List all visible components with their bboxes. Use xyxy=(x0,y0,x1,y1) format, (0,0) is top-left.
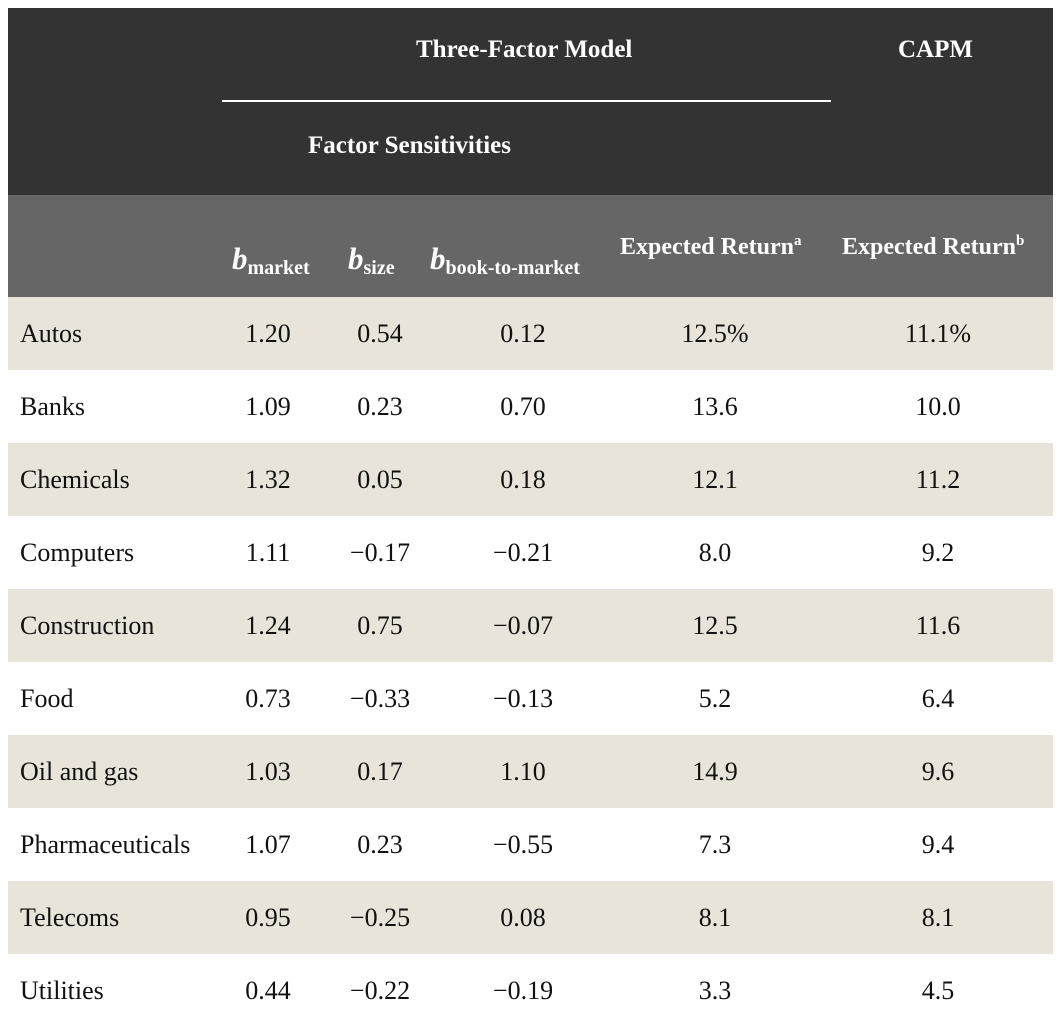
footnote-a: a xyxy=(793,233,802,249)
expected-return-three-factor-cell: 5.2 xyxy=(698,684,732,713)
table-row: Construction 1.24 0.75 −0.07 12.5 11.6 xyxy=(8,589,1053,662)
factor-sensitivities-title: Factor Sensitivities xyxy=(308,132,511,159)
capm-title: CAPM xyxy=(898,36,973,63)
expected-return-three-factor-cell: 14.9 xyxy=(692,757,738,786)
expected-return-capm-cell: 6.4 xyxy=(921,684,955,713)
b-book-to-market-cell: 0.18 xyxy=(500,465,546,494)
b-size-cell: −0.25 xyxy=(349,903,411,932)
table-row: Telecoms 0.95 −0.25 0.08 8.1 8.1 xyxy=(8,881,1053,954)
table-row: Pharmaceuticals 1.07 0.23 −0.55 7.3 9.4 xyxy=(8,808,1053,881)
expected-return-capm-cell: 9.2 xyxy=(921,538,955,567)
b-size-cell: 0.05 xyxy=(357,465,403,494)
expected-return-capm-cell: 8.1 xyxy=(921,903,955,932)
expected-return-three-factor-cell: 8.0 xyxy=(698,538,732,567)
table-group-header: Three-Factor Model CAPM Factor Sensitivi… xyxy=(8,8,1053,195)
group-underline xyxy=(222,100,831,102)
b-book-to-market-cell: 0.12 xyxy=(500,319,546,348)
three-factor-model-title: Three-Factor Model xyxy=(416,36,633,63)
table-row: Computers 1.11 −0.17 −0.21 8.0 9.2 xyxy=(8,516,1053,589)
expected-return-three-factor-cell: 12.5 xyxy=(692,611,738,640)
b-size-cell: 0.23 xyxy=(357,392,403,421)
b-book-to-market-cell: −0.07 xyxy=(492,611,554,640)
b-market-cell: 1.03 xyxy=(245,757,291,786)
b-book-to-market-cell: −0.55 xyxy=(492,830,554,859)
b-book-to-market-cell: 0.08 xyxy=(500,903,546,932)
expected-return-capm-cell: 9.6 xyxy=(921,757,955,786)
expected-return-three-factor-cell: 12.1 xyxy=(692,465,738,494)
b-market-cell: 0.44 xyxy=(245,976,291,1005)
b-size-cell: −0.22 xyxy=(349,976,411,1005)
industry-cell: Telecoms xyxy=(20,903,120,932)
industry-cell: Pharmaceuticals xyxy=(20,830,191,859)
expected-return-capm-cell: 10.0 xyxy=(915,392,961,421)
industry-cell: Oil and gas xyxy=(20,757,139,786)
table-row: Autos 1.20 0.54 0.12 12.5% 11.1% xyxy=(8,297,1053,370)
industry-cell: Autos xyxy=(20,319,83,348)
column-header-expected-return-capm: Expected Returnb xyxy=(842,233,1024,261)
b-book-to-market-cell: −0.21 xyxy=(492,538,554,567)
b-market-cell: 1.11 xyxy=(245,538,291,567)
footnote-b: b xyxy=(1015,233,1025,249)
table-body: Autos 1.20 0.54 0.12 12.5% 11.1% Banks 1… xyxy=(8,297,1053,1026)
b-symbol: b xyxy=(430,241,446,276)
table-row: Food 0.73 −0.33 −0.13 5.2 6.4 xyxy=(8,662,1053,735)
expected-return-label: Expected Return xyxy=(842,234,1016,260)
table-row: Oil and gas 1.03 0.17 1.10 14.9 9.6 xyxy=(8,735,1053,808)
b-market-cell: 0.95 xyxy=(245,903,291,932)
b-market-cell: 1.24 xyxy=(245,611,291,640)
table-row: Chemicals 1.32 0.05 0.18 12.1 11.2 xyxy=(8,443,1053,516)
table-row: Utilities 0.44 −0.22 −0.19 3.3 4.5 xyxy=(8,954,1053,1026)
b-size-cell: 0.17 xyxy=(357,757,403,786)
expected-return-three-factor-cell: 3.3 xyxy=(698,976,732,1005)
factor-model-table: Three-Factor Model CAPM Factor Sensitivi… xyxy=(8,8,1053,1026)
column-header-row: bmarket bsize bbook-to-market Expected R… xyxy=(8,195,1053,297)
table-row: Banks 1.09 0.23 0.70 13.6 10.0 xyxy=(8,370,1053,443)
industry-cell: Food xyxy=(20,684,74,713)
b-size-cell: −0.33 xyxy=(349,684,411,713)
industry-cell: Utilities xyxy=(20,976,104,1005)
b-market-cell: 1.07 xyxy=(245,830,291,859)
expected-return-capm-cell: 4.5 xyxy=(921,976,955,1005)
b-size-cell: 0.23 xyxy=(357,830,403,859)
column-header-b-book-to-market: bbook-to-market xyxy=(430,241,580,280)
market-subscript: market xyxy=(247,257,310,279)
expected-return-three-factor-cell: 13.6 xyxy=(692,392,738,421)
b-market-cell: 1.09 xyxy=(245,392,291,421)
expected-return-capm-cell: 11.6 xyxy=(915,611,961,640)
expected-return-capm-cell: 11.1% xyxy=(904,319,972,348)
b-market-cell: 1.32 xyxy=(245,465,291,494)
industry-cell: Banks xyxy=(20,392,85,421)
b-size-cell: 0.54 xyxy=(357,319,403,348)
b-book-to-market-cell: 0.70 xyxy=(500,392,546,421)
b-symbol: b xyxy=(348,241,364,276)
expected-return-three-factor-cell: 8.1 xyxy=(698,903,732,932)
b-symbol: b xyxy=(232,241,248,276)
column-header-b-size: bsize xyxy=(348,241,395,280)
book-to-market-subscript: book-to-market xyxy=(445,257,580,279)
column-header-b-market: bmarket xyxy=(232,241,310,280)
expected-return-three-factor-cell: 7.3 xyxy=(698,830,732,859)
b-size-cell: 0.75 xyxy=(357,611,403,640)
b-market-cell: 1.20 xyxy=(245,319,291,348)
b-size-cell: −0.17 xyxy=(349,538,411,567)
expected-return-capm-cell: 9.4 xyxy=(921,830,955,859)
expected-return-three-factor-cell: 12.5% xyxy=(681,319,749,348)
industry-cell: Computers xyxy=(20,538,135,567)
size-subscript: size xyxy=(363,257,395,279)
expected-return-label: Expected Return xyxy=(620,234,794,260)
industry-cell: Construction xyxy=(20,611,155,640)
b-book-to-market-cell: −0.13 xyxy=(492,684,554,713)
b-market-cell: 0.73 xyxy=(245,684,291,713)
b-book-to-market-cell: −0.19 xyxy=(492,976,554,1005)
industry-cell: Chemicals xyxy=(20,465,130,494)
expected-return-capm-cell: 11.2 xyxy=(915,465,961,494)
b-book-to-market-cell: 1.10 xyxy=(500,757,546,786)
column-header-expected-return-three-factor: Expected Returna xyxy=(620,233,801,261)
